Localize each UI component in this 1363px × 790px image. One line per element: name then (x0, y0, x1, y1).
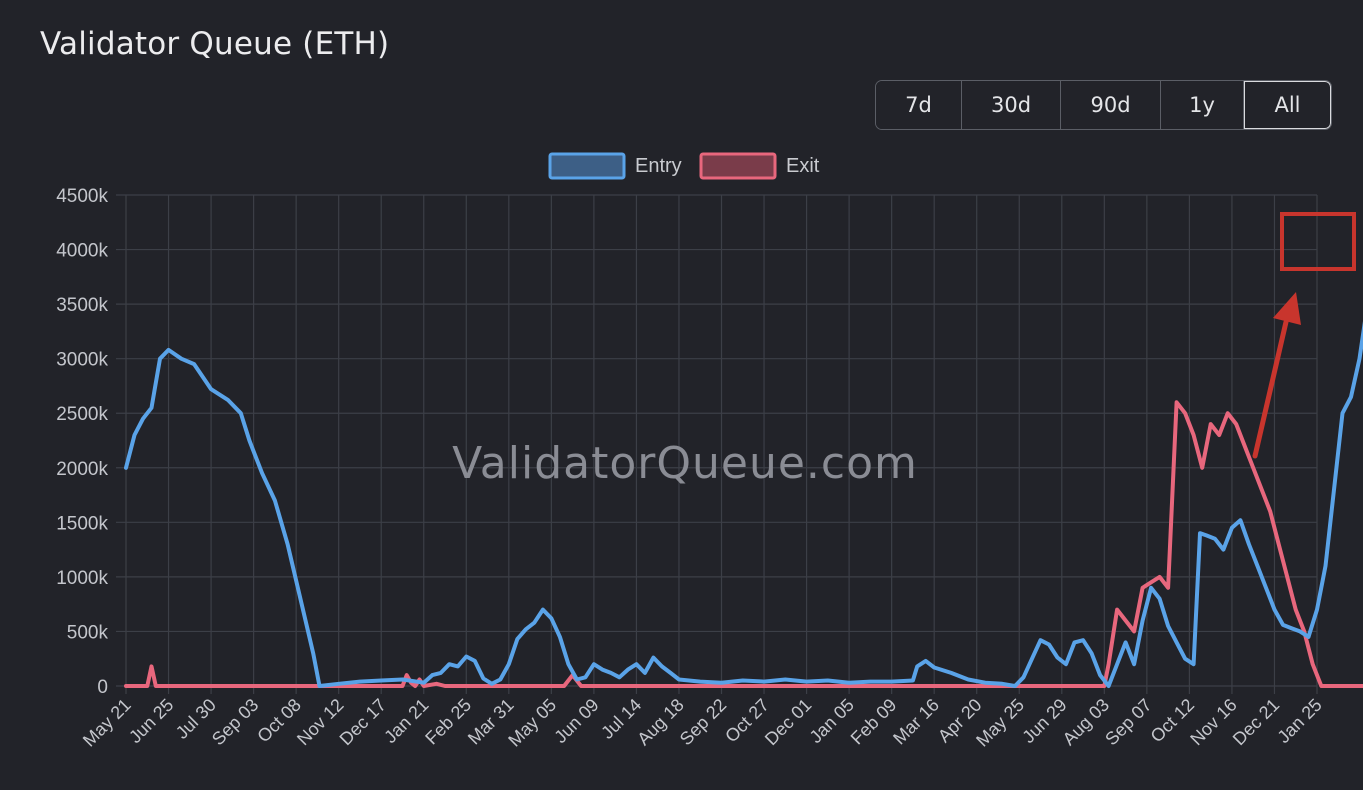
y-tick-label: 4000k (56, 241, 108, 262)
legend: Entry Exit (548, 152, 820, 180)
y-tick-label: 1000k (56, 568, 108, 589)
y-tick-label: 3000k (56, 350, 108, 371)
x-tick-label: Sep 07 (1101, 695, 1155, 749)
x-tick-label: Dec 01 (761, 695, 815, 749)
x-tick-label: Aug 03 (1059, 695, 1113, 749)
y-tick-label: 4500k (56, 186, 108, 207)
range-1y-button[interactable]: 1y (1161, 81, 1244, 129)
x-tick-label: May 05 (504, 695, 560, 751)
legend-entry-label[interactable]: Entry (635, 155, 682, 177)
x-tick-label: Dec 17 (336, 695, 390, 749)
y-tick-label: 1500k (56, 513, 108, 534)
range-all-button[interactable]: All (1244, 81, 1331, 129)
chart-title: Validator Queue (ETH) (40, 26, 390, 62)
annotation (1252, 212, 1356, 459)
legend-exit-label[interactable]: Exit (786, 155, 820, 177)
x-tick-label: Jan 21 (380, 695, 432, 747)
annotation-arrow-shaft (1252, 319, 1289, 459)
x-tick-label: Jun 25 (125, 695, 177, 747)
highlight-box (1280, 212, 1356, 271)
x-tick-label: Feb 09 (847, 695, 901, 749)
series-line-exit (124, 400, 1363, 688)
legend-exit-swatch[interactable] (699, 152, 777, 180)
annotation-arrow-head (1273, 292, 1301, 325)
chart-series (124, 320, 1363, 688)
x-tick-label: Mar 16 (889, 695, 943, 749)
x-tick-label: May 25 (972, 695, 1028, 751)
legend-entry-swatch[interactable] (548, 152, 626, 180)
range-30d-button[interactable]: 30d (962, 81, 1061, 129)
y-tick-label: 2000k (56, 459, 108, 480)
series-line-entry (124, 320, 1363, 688)
chart-grid (116, 194, 1318, 694)
range-selector: 7d 30d 90d 1y All (875, 80, 1332, 130)
x-tick-label: Nov 16 (1186, 695, 1240, 749)
x-tick-label: Nov 12 (293, 695, 347, 749)
x-tick-label: Jun 09 (550, 695, 602, 747)
y-tick-label: 3500k (56, 295, 108, 316)
x-tick-label: May 21 (79, 695, 135, 751)
watermark: ValidatorQueue.com (452, 438, 918, 489)
x-tick-label: Sep 03 (208, 695, 262, 749)
x-tick-label: Jan 25 (1273, 695, 1325, 747)
y-tick-label: 500k (67, 622, 109, 643)
y-axis: 0 500k 1000k 1500k 2000k 2500k 3000k 3500k 4000k… (56, 186, 108, 698)
x-tick-label: Aug 18 (633, 695, 687, 749)
y-tick-label: 2500k (56, 404, 108, 425)
x-tick-label: Sep 22 (676, 695, 730, 749)
x-tick-label: Jan 05 (806, 695, 858, 747)
range-7d-button[interactable]: 7d (876, 81, 962, 129)
y-tick-label: 0 (97, 677, 108, 698)
range-90d-button[interactable]: 90d (1061, 81, 1161, 129)
x-tick-label: Dec 21 (1229, 695, 1283, 749)
x-tick-label: Feb 25 (421, 695, 475, 749)
